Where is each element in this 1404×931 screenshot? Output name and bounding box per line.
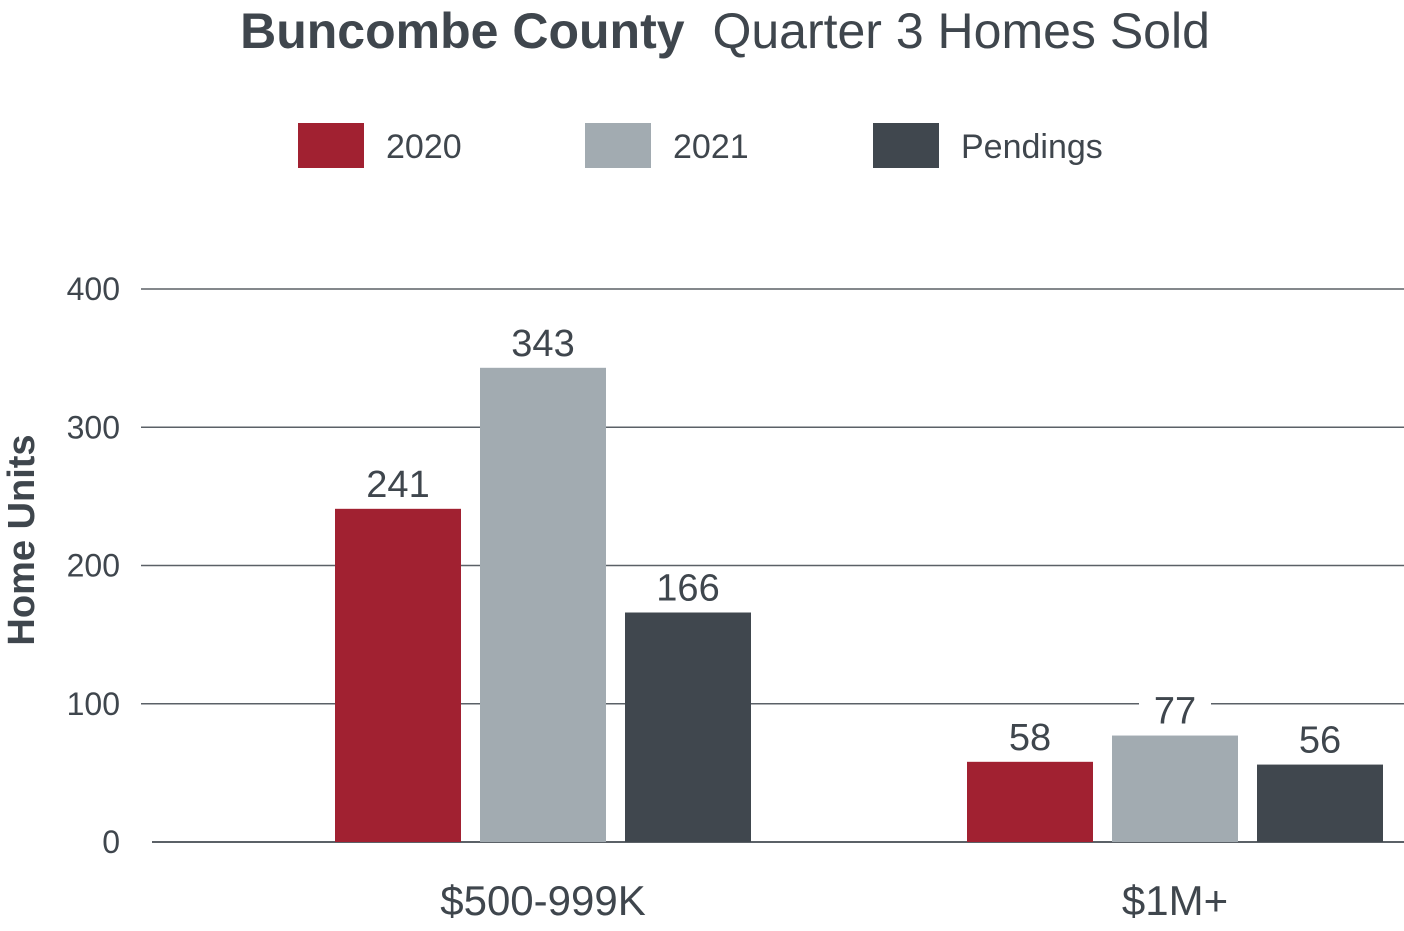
bar-500-999k-pendings bbox=[625, 612, 751, 842]
chart-legend: 2020 2021 Pendings bbox=[298, 123, 1103, 168]
legend-label-pendings: Pendings bbox=[961, 128, 1103, 166]
chart-title: Buncombe County Quarter 3 Homes Sold bbox=[240, 3, 1210, 59]
y-axis-label: Home Units bbox=[1, 434, 43, 645]
data-label-background bbox=[652, 566, 724, 607]
data-label-500-999k-2020: 241 bbox=[366, 464, 429, 506]
data-label-background bbox=[507, 321, 579, 362]
legend-label-2021: 2021 bbox=[673, 128, 749, 166]
y-tick-label-200: 200 bbox=[67, 548, 120, 584]
chart-title-bold: Buncombe County bbox=[240, 3, 685, 59]
legend-swatch-2021 bbox=[585, 123, 651, 168]
x-tick-labels: $500-999K $1M+ bbox=[440, 877, 1228, 924]
bar-500-999k-2020 bbox=[335, 508, 461, 842]
legend-swatch-2020 bbox=[298, 123, 364, 168]
y-tick-label-400: 400 bbox=[67, 271, 120, 307]
y-tick-label-100: 100 bbox=[67, 686, 120, 722]
legend-label-2020: 2020 bbox=[386, 128, 462, 166]
x-tick-label-1m: $1M+ bbox=[1122, 877, 1228, 924]
legend-swatch-pendings bbox=[873, 123, 939, 168]
data-label-background bbox=[994, 715, 1066, 756]
bars bbox=[335, 367, 1383, 842]
data-label-1m-2020: 58 bbox=[1009, 717, 1051, 759]
y-tick-label-300: 300 bbox=[67, 409, 120, 445]
data-labels: 241 343 166 58 77 56 bbox=[362, 321, 1356, 762]
bar-1m-2021 bbox=[1112, 735, 1238, 842]
y-tick-labels: 0 100 200 300 400 bbox=[67, 271, 120, 860]
data-label-1m-2021: 77 bbox=[1154, 691, 1196, 733]
bar-1m-pendings bbox=[1257, 764, 1383, 842]
y-tick-label-0: 0 bbox=[102, 824, 120, 860]
data-label-background bbox=[1284, 718, 1356, 759]
bar-1m-2020 bbox=[967, 761, 1093, 842]
chart-title-regular: Quarter 3 Homes Sold bbox=[712, 3, 1209, 59]
data-label-500-999k-2021: 343 bbox=[511, 323, 574, 365]
x-tick-label-500-999k: $500-999K bbox=[440, 877, 646, 924]
bar-500-999k-2021 bbox=[480, 367, 606, 842]
data-label-500-999k-pendings: 166 bbox=[656, 568, 719, 610]
data-label-1m-pendings: 56 bbox=[1299, 720, 1341, 762]
data-label-background bbox=[362, 462, 434, 503]
data-label-background bbox=[1139, 689, 1211, 730]
